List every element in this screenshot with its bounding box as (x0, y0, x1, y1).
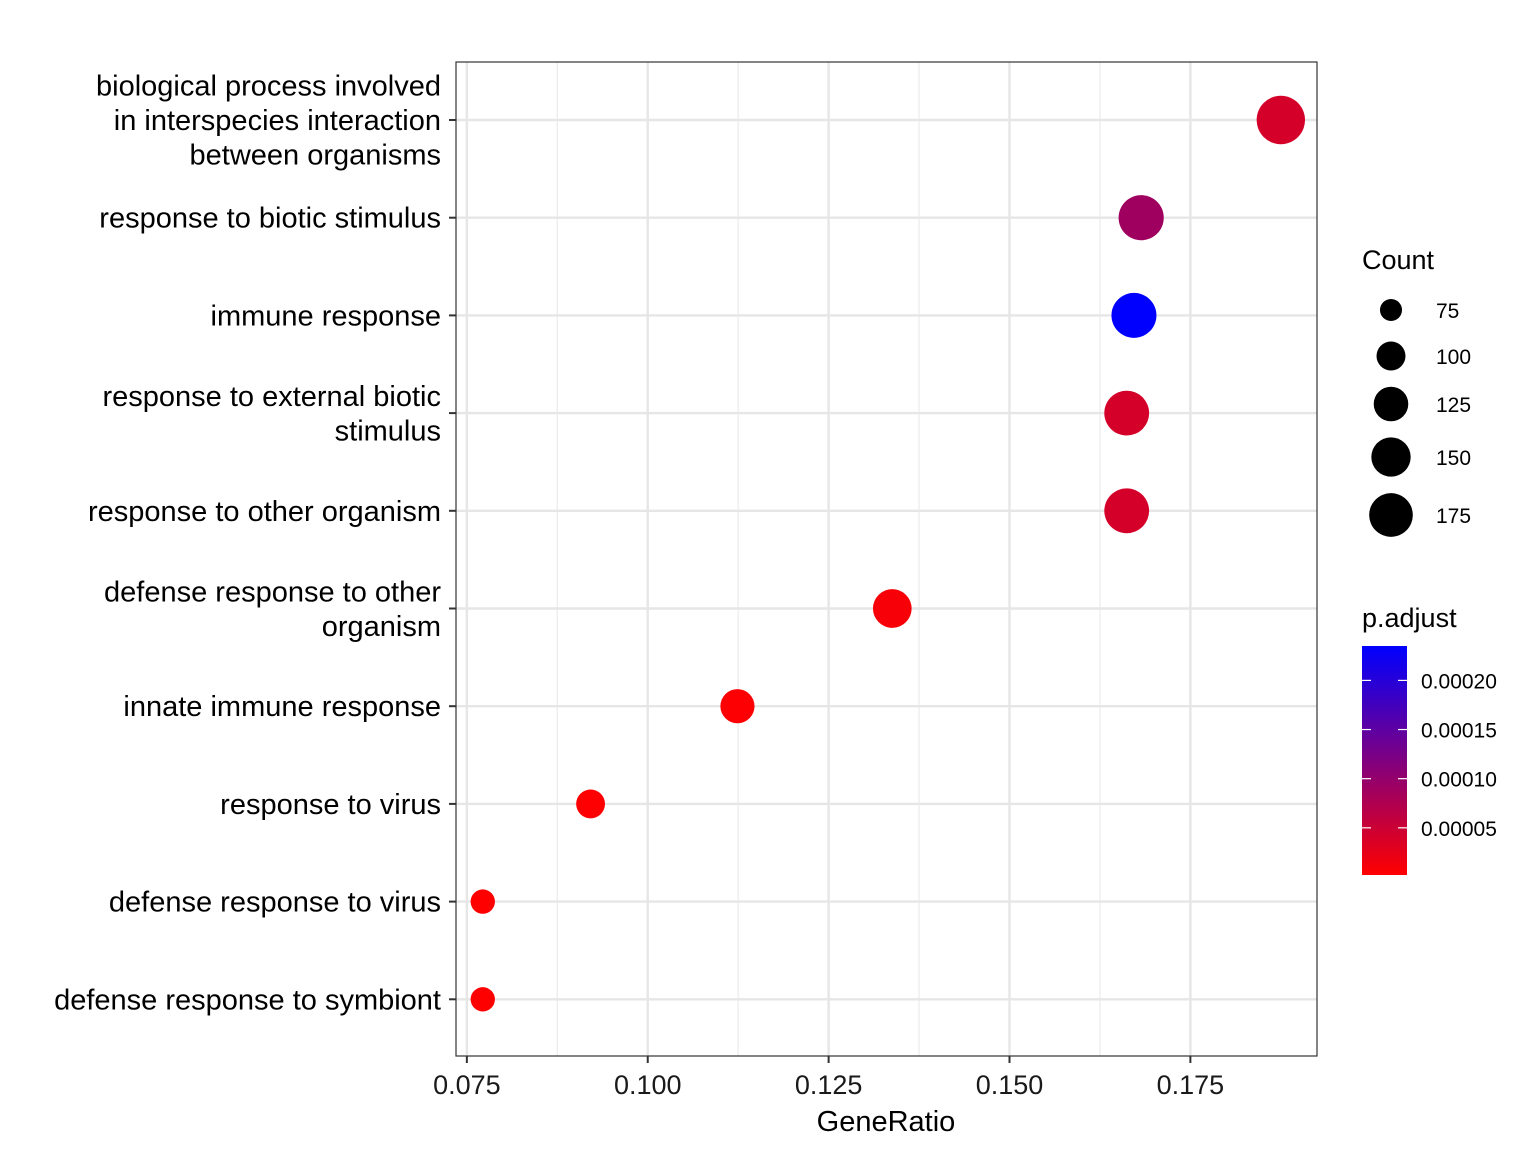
data-point (872, 589, 912, 628)
y-tick-label: immune response (211, 300, 442, 332)
major-gridlines (456, 62, 1317, 1056)
size-legend-label: 150 (1436, 447, 1471, 470)
x-axis-title: GeneRatio (817, 1106, 956, 1138)
colorbar-tick-label: 0.00005 (1421, 818, 1497, 841)
data-point (1104, 488, 1150, 534)
p-adjust-legend-title: p.adjust (1362, 603, 1457, 633)
data-point (470, 889, 495, 914)
data-point (720, 689, 755, 724)
data-point (576, 789, 606, 819)
y-tick-label: response to external biotic stimulus (102, 381, 441, 448)
size-legend-key (1369, 493, 1413, 537)
data-point (1118, 195, 1164, 241)
x-tick-label: 0.175 (1157, 1070, 1225, 1100)
size-legend-label: 75 (1436, 300, 1459, 323)
x-tick-label: 0.075 (433, 1070, 501, 1100)
y-tick-label: response to other organism (88, 496, 441, 528)
y-tick-label: response to biotic stimulus (99, 203, 441, 235)
y-axis: biological process involved in interspeci… (54, 71, 456, 1016)
size-legend-label: 125 (1436, 394, 1471, 417)
x-axis: 0.075 0.100 0.125 0.150 0.175 (433, 1056, 1224, 1100)
y-tick-label: defense response to other organism (104, 576, 441, 643)
plot-panel-border (455, 61, 1318, 1057)
colorbar-tick-label: 0.00015 (1421, 720, 1497, 743)
x-tick-label: 0.125 (795, 1070, 863, 1100)
data-point (470, 987, 495, 1012)
size-legend-key (1373, 386, 1409, 422)
size-legend-label: 100 (1436, 346, 1471, 369)
data-point (1111, 292, 1157, 338)
data-points (470, 95, 1306, 1012)
p-adjust-colorbar (1362, 646, 1407, 875)
colorbar-tick-label: 0.00020 (1421, 670, 1497, 693)
data-point (1104, 390, 1150, 436)
size-legend-label: 175 (1436, 505, 1471, 528)
count-legend-title: Count (1362, 245, 1435, 275)
y-tick-label: innate immune response (123, 691, 441, 723)
size-legend-key (1379, 298, 1403, 322)
data-point (1256, 95, 1306, 145)
minor-gridlines (556, 62, 1101, 1056)
y-tick-label: defense response to virus (109, 887, 441, 919)
x-tick-label: 0.100 (614, 1070, 682, 1100)
p-adjust-color-legend: p.adjust 0.00020 0.00015 0.00010 0.00005 (1362, 603, 1497, 875)
y-tick-label: biological process involved in interspeci… (96, 71, 441, 172)
y-tick-label: response to virus (220, 789, 441, 821)
size-legend-key (1376, 341, 1406, 371)
count-size-legend: Count 75 100 125 150 175 (1362, 245, 1471, 537)
size-legend-key (1371, 437, 1411, 477)
x-tick-label: 0.150 (976, 1070, 1044, 1100)
y-tick-label: defense response to symbiont (54, 984, 441, 1016)
colorbar-tick-label: 0.00010 (1421, 769, 1497, 792)
